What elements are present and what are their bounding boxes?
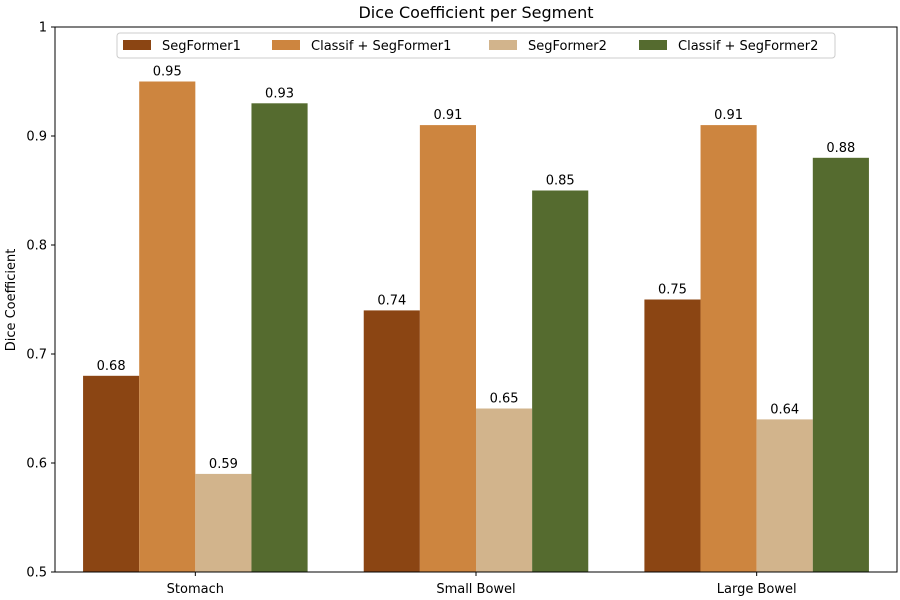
- legend-frame: [116, 32, 836, 59]
- bar-value-label: 0.88: [826, 141, 855, 156]
- bar-value-label: 0.75: [658, 283, 687, 298]
- bar-value-label: 0.85: [546, 174, 575, 189]
- legend-entry-label: Classif + SegFormer1: [311, 39, 451, 54]
- bar: [419, 125, 476, 572]
- legend-swatch: [489, 40, 517, 50]
- bar: [139, 81, 196, 572]
- bar-value-label: 0.65: [490, 392, 519, 407]
- legend-entry-label: SegFormer2: [528, 39, 607, 54]
- y-tick-label: 0.9: [26, 130, 47, 145]
- x-tick-label: Small Bowel: [436, 582, 515, 597]
- x-axis-ticks: Stomach Small Bowel Large Bowel: [167, 572, 797, 597]
- bars-group: [83, 81, 869, 573]
- y-tick-label: 0.8: [26, 239, 47, 254]
- bar: [363, 310, 420, 572]
- x-tick-label: Stomach: [167, 582, 224, 597]
- bar: [700, 125, 757, 572]
- y-tick-label: 1: [39, 21, 47, 36]
- bar-value-label: 0.74: [377, 293, 406, 308]
- y-axis-label: Dice Coefficient: [4, 249, 19, 352]
- y-tick-label: 0.5: [26, 566, 47, 581]
- bar: [812, 157, 869, 573]
- x-tick-label: Large Bowel: [717, 582, 797, 597]
- data-labels-group: 0.68 0.95 0.59 0.93 0.74 0.91 0.65 0.85 0.75 0.91…: [97, 65, 856, 472]
- bar-value-label: 0.95: [153, 65, 182, 80]
- legend-swatch: [272, 40, 300, 50]
- legend-swatch: [639, 40, 667, 50]
- bar-value-label: 0.91: [433, 108, 462, 123]
- legend-entry-label: Classif + SegFormer2: [678, 39, 818, 54]
- bar: [644, 299, 701, 572]
- legend: SegFormer1 Classif + SegFormer1 SegFormer2…: [116, 32, 836, 59]
- y-tick-label: 0.7: [26, 348, 47, 363]
- chart-title: Dice Coefficient per Segment: [358, 3, 593, 22]
- bar: [83, 375, 140, 572]
- bar: [476, 408, 533, 572]
- bar-value-label: 0.93: [265, 86, 294, 101]
- legend-entry-label: SegFormer1: [162, 39, 241, 54]
- bar-value-label: 0.59: [209, 457, 238, 472]
- bar-value-label: 0.64: [770, 402, 799, 417]
- bar: [756, 419, 813, 572]
- bar: [532, 190, 589, 572]
- bar-value-label: 0.68: [97, 359, 126, 374]
- y-tick-label: 0.6: [26, 457, 47, 472]
- y-axis-ticks: 0.5 0.6 0.7 0.8 0.9 1: [26, 21, 55, 581]
- bar: [195, 473, 252, 572]
- bar: [251, 103, 308, 573]
- plot-frame: [54, 26, 898, 573]
- legend-swatch: [123, 40, 151, 50]
- bar-value-label: 0.91: [714, 108, 743, 123]
